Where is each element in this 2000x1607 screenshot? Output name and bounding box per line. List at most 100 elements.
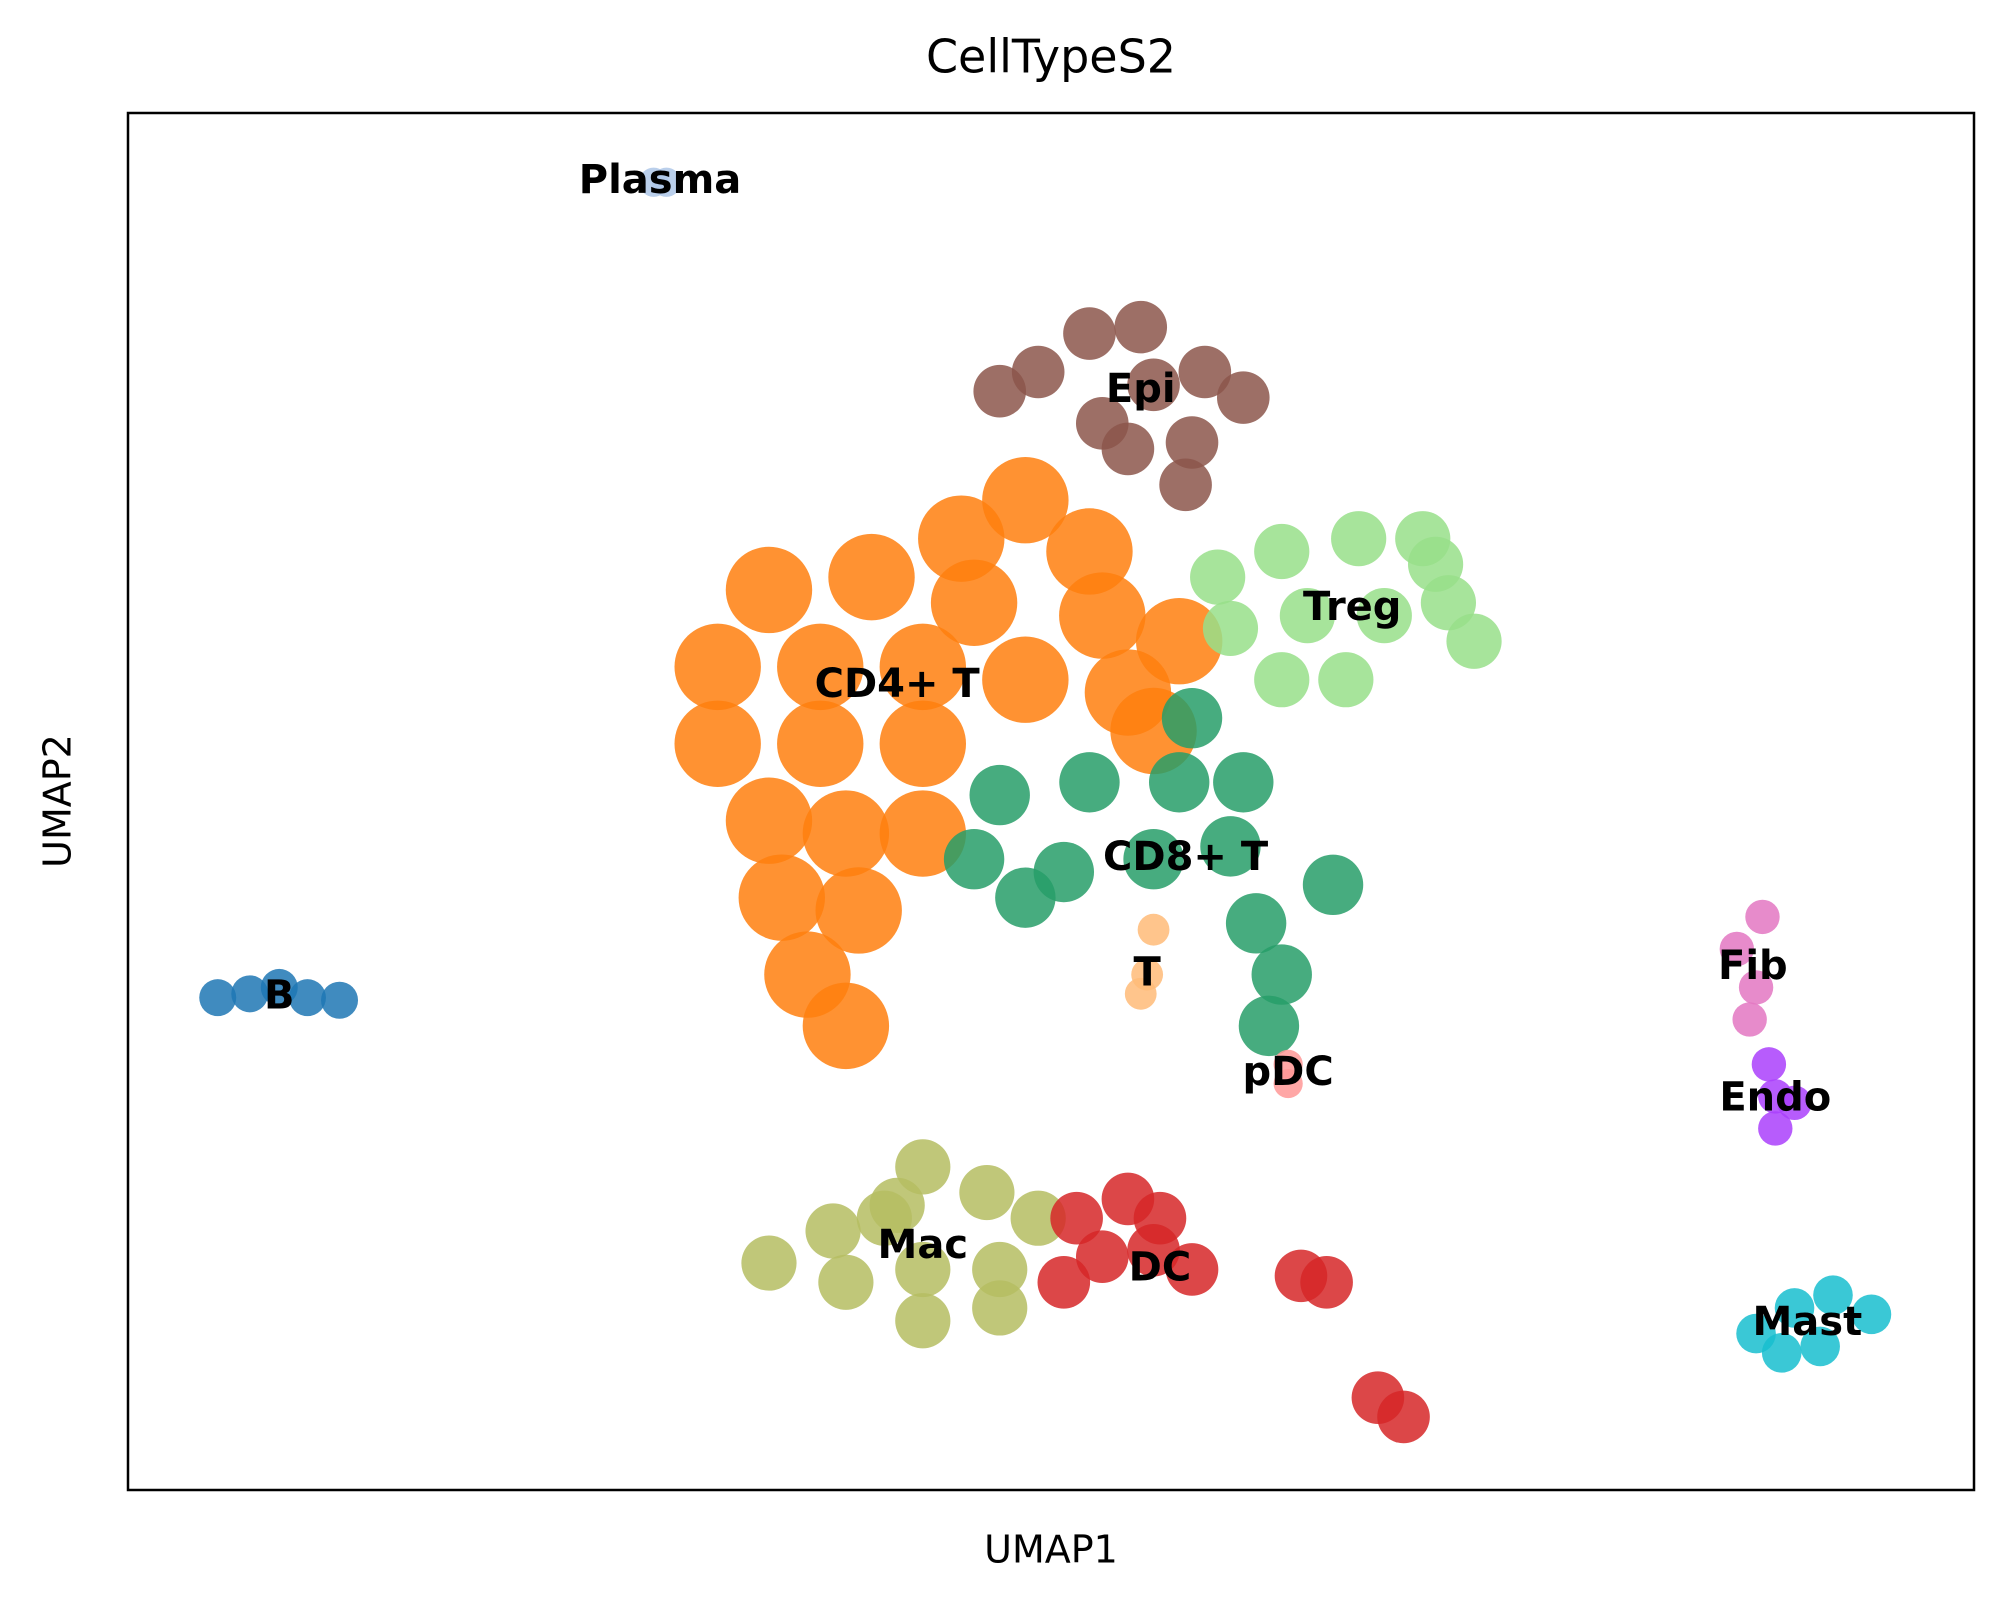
point bbox=[738, 854, 825, 941]
point bbox=[260, 968, 298, 1006]
point bbox=[288, 979, 326, 1017]
point bbox=[972, 1280, 1028, 1336]
point bbox=[1101, 422, 1155, 476]
cluster-label: Fib bbox=[1718, 943, 1788, 989]
point bbox=[1279, 587, 1335, 644]
point bbox=[1318, 652, 1374, 708]
point bbox=[1758, 1111, 1793, 1146]
point bbox=[1011, 345, 1065, 399]
cluster bbox=[1719, 899, 1780, 1037]
point bbox=[1059, 752, 1120, 813]
point bbox=[1202, 600, 1259, 657]
cluster bbox=[1124, 913, 1170, 1010]
cluster-label: Treg bbox=[1303, 584, 1401, 630]
cluster bbox=[1190, 511, 1502, 708]
point bbox=[895, 1293, 951, 1349]
point bbox=[1114, 300, 1168, 354]
point bbox=[879, 700, 967, 788]
point bbox=[1213, 752, 1274, 813]
point bbox=[674, 700, 761, 788]
chart-title: CellTypeS2 bbox=[926, 30, 1176, 84]
point bbox=[1777, 1085, 1812, 1120]
point bbox=[725, 777, 813, 864]
cluster bbox=[973, 300, 1270, 512]
point bbox=[1200, 816, 1261, 877]
points-layer bbox=[199, 167, 1892, 1444]
point bbox=[1719, 931, 1755, 967]
point bbox=[1446, 613, 1502, 669]
point bbox=[969, 764, 1030, 826]
point bbox=[1075, 1230, 1129, 1283]
point bbox=[802, 982, 890, 1070]
point bbox=[1238, 995, 1300, 1057]
point bbox=[741, 1235, 797, 1291]
point bbox=[725, 546, 813, 634]
y-axis-label: UMAP2 bbox=[36, 734, 80, 868]
point bbox=[1059, 572, 1146, 659]
point bbox=[1738, 970, 1774, 1005]
point bbox=[1407, 536, 1464, 592]
point bbox=[805, 1203, 861, 1259]
cluster bbox=[741, 1139, 1066, 1349]
point bbox=[1178, 345, 1232, 399]
point bbox=[828, 533, 915, 621]
point bbox=[982, 457, 1069, 544]
cluster-label: Epi bbox=[1106, 366, 1176, 412]
point bbox=[1046, 508, 1133, 595]
point bbox=[982, 636, 1069, 723]
point bbox=[895, 1241, 951, 1298]
point bbox=[918, 495, 1005, 582]
point bbox=[1745, 899, 1780, 935]
point bbox=[1331, 511, 1387, 567]
cluster bbox=[199, 968, 359, 1019]
point bbox=[1225, 893, 1287, 954]
point bbox=[802, 790, 890, 877]
cluster bbox=[1736, 1275, 1892, 1373]
point bbox=[943, 828, 1005, 890]
point bbox=[1161, 687, 1223, 749]
cluster-label: DC bbox=[1129, 1244, 1192, 1290]
point bbox=[1751, 1047, 1787, 1082]
point bbox=[1273, 1068, 1303, 1099]
cluster-label: Mac bbox=[878, 1222, 969, 1268]
point bbox=[1124, 977, 1157, 1010]
point bbox=[995, 867, 1056, 928]
point bbox=[1148, 752, 1210, 813]
cluster bbox=[1037, 1172, 1430, 1444]
cluster-label: B bbox=[264, 973, 295, 1019]
point bbox=[818, 1254, 874, 1310]
point bbox=[1254, 523, 1310, 580]
point bbox=[1761, 1333, 1802, 1373]
cluster bbox=[1273, 1049, 1303, 1099]
cluster bbox=[674, 457, 1223, 1070]
point bbox=[199, 979, 237, 1017]
point bbox=[1127, 358, 1180, 412]
cluster-label: Mast bbox=[1752, 1299, 1862, 1345]
point bbox=[1159, 458, 1212, 512]
point bbox=[930, 559, 1018, 646]
cluster-label: CD8+ T bbox=[1103, 834, 1269, 880]
point bbox=[1165, 416, 1219, 469]
point bbox=[879, 623, 967, 711]
cluster bbox=[943, 687, 1364, 1057]
point bbox=[1356, 587, 1412, 644]
point bbox=[1010, 1190, 1066, 1246]
cluster bbox=[638, 167, 682, 197]
point bbox=[1300, 1255, 1353, 1309]
point bbox=[1851, 1294, 1892, 1335]
point bbox=[1800, 1326, 1840, 1367]
point bbox=[1190, 549, 1246, 605]
point bbox=[777, 700, 864, 788]
point bbox=[972, 1241, 1028, 1298]
point bbox=[1254, 652, 1310, 708]
plot-frame bbox=[126, 111, 1976, 1492]
point bbox=[1377, 1390, 1430, 1444]
point bbox=[674, 623, 761, 711]
point bbox=[1302, 854, 1364, 916]
point bbox=[231, 975, 269, 1013]
x-axis-label: UMAP1 bbox=[984, 1528, 1118, 1572]
cluster-label: Endo bbox=[1719, 1075, 1831, 1121]
point bbox=[1774, 1288, 1815, 1328]
